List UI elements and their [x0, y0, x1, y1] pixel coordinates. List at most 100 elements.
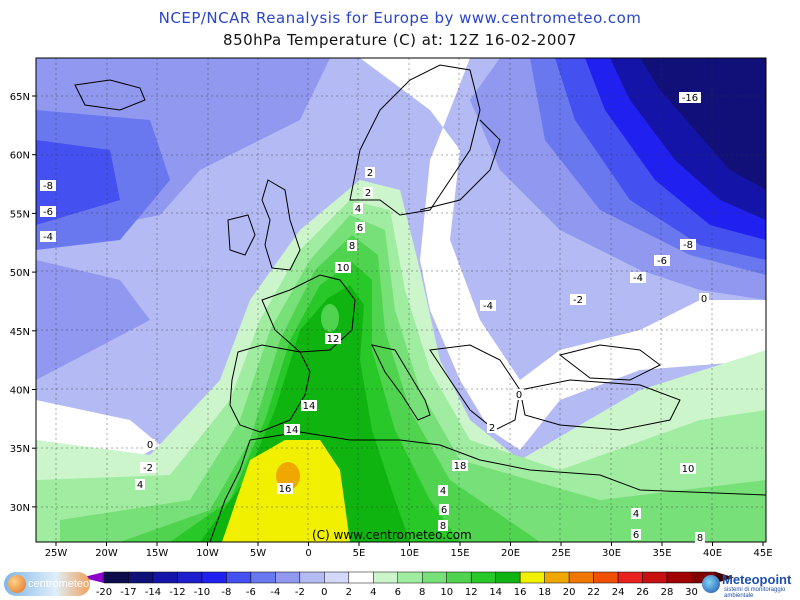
colorbar-swatch — [446, 571, 472, 584]
colorbar-label: 2 — [346, 587, 352, 598]
contour-label: 0 — [516, 390, 522, 401]
colorbar-label: 8 — [419, 587, 425, 598]
coast-black-sea — [558, 344, 661, 381]
contour-label-bg — [135, 479, 145, 490]
contour-label: 4 — [440, 486, 446, 497]
colorbar-label: 6 — [395, 587, 401, 598]
x-tick-label: 20E — [501, 548, 520, 559]
colorbar-label: -4 — [270, 587, 280, 598]
x-tick-label: 20W — [95, 548, 118, 559]
contour-label-bg — [570, 294, 586, 305]
y-tick-label: 30N — [10, 503, 30, 514]
contour-label: -8 — [43, 181, 53, 192]
colorbar-swatch — [617, 571, 643, 584]
contour-label-bg — [353, 203, 363, 214]
contour-label: 0 — [147, 440, 153, 451]
contour-label-bg — [439, 504, 449, 515]
contour-label: 6 — [633, 530, 639, 541]
x-tick-label: 25E — [551, 548, 570, 559]
contour-labels: -16-8-6-4-8-6-4-4-2 00-240222468101214141… — [40, 92, 709, 544]
coast-scandinavia — [349, 64, 481, 216]
contour-label: 2 — [367, 168, 373, 179]
y-tick-label: 65N — [10, 92, 30, 103]
meteopoint-logo[interactable]: Meteopoint sistemi di monitoraggio ambie… — [700, 572, 798, 599]
watermark: (C) www.centrometeo.com — [312, 528, 472, 542]
contour-label-bg — [355, 222, 365, 233]
colorbar-swatch — [103, 571, 129, 584]
x-tick-label: 10E — [400, 548, 419, 559]
contour-label-bg — [347, 240, 357, 251]
x-tick-label: 0 — [305, 548, 311, 559]
colorbar-swatch — [177, 571, 203, 584]
contour-label-bg — [140, 462, 156, 473]
logo-left-text: centrometeo — [28, 578, 90, 590]
coast-france — [261, 274, 356, 353]
colorbar-swatch — [642, 571, 668, 584]
colorbar-swatch — [519, 571, 545, 584]
coast-turkey — [519, 379, 681, 431]
contour-label-bg — [654, 255, 670, 266]
coast-italy — [371, 344, 431, 421]
graticule — [36, 58, 766, 542]
contour-label: 10 — [682, 464, 695, 475]
colorbar-label: 24 — [612, 587, 625, 598]
colorbar-swatch — [544, 571, 570, 584]
y-tick-label: 50N — [10, 268, 30, 279]
colorbar-label: 12 — [465, 587, 478, 598]
contour-label: -6 — [43, 207, 53, 218]
colorbar-label: 16 — [514, 587, 527, 598]
colorbar-label: 28 — [661, 587, 674, 598]
y-tick-label: 45N — [10, 327, 30, 338]
x-tick-label: 45E — [753, 548, 772, 559]
coast-baltic — [419, 119, 501, 211]
globe-icon — [8, 575, 26, 593]
coast-north-africa — [249, 431, 766, 496]
colorbar-swatch — [593, 571, 619, 584]
field-plus12-inner — [321, 304, 339, 332]
contour-label: 8 — [440, 521, 446, 532]
colorbar-swatch — [324, 571, 350, 584]
colorbar-swatch — [275, 571, 301, 584]
coast-ireland — [227, 214, 256, 256]
contour-label: 4 — [137, 480, 143, 491]
contour-label-bg — [680, 463, 696, 474]
contour-label: -2 — [573, 295, 583, 306]
contour-label-bg — [679, 92, 701, 103]
field-plus6 — [60, 215, 766, 542]
contour-label-bg — [365, 167, 375, 178]
x-tick-label: 5E — [353, 548, 366, 559]
color-legend: -20 -17 -14 -12 -10 -8 -6 -4 -2 0 2 4 6 8 10 12 14 16 18 20… — [82, 571, 734, 598]
map-frame — [35, 57, 767, 543]
colorbar-label: -10 — [194, 587, 210, 598]
field-zero-east — [360, 58, 766, 450]
contour-label: -4 — [633, 273, 643, 284]
colorbar-label: 4 — [370, 587, 376, 598]
contour-label: 4 — [633, 509, 639, 520]
field-ne-minus17 — [640, 58, 766, 190]
coast-iberia — [229, 344, 311, 433]
y-axis-ticks: 65N 60N 55N 50N 45N 40N 35N 30N — [10, 92, 36, 514]
contour-label-bg — [631, 529, 641, 540]
centrometeo-logo[interactable]: centrometeo — [4, 572, 90, 596]
colorbar-label: 26 — [636, 587, 649, 598]
contour-label-bg — [514, 389, 524, 400]
colorbar-swatch — [250, 571, 276, 584]
contour-label-bg — [630, 272, 646, 283]
contour-label-bg — [680, 239, 696, 250]
colorbar-swatch — [201, 571, 227, 584]
colorbar-label: 0 — [321, 587, 327, 598]
coastlines — [74, 64, 766, 542]
contour-label-bg — [438, 520, 448, 531]
contour-label-bg — [452, 460, 468, 471]
coast-morocco — [209, 439, 251, 542]
colorbar-label: -17 — [120, 587, 136, 598]
meteopoint-name: Meteopoint — [722, 572, 792, 587]
y-tick-label: 40N — [10, 386, 30, 397]
colorbar-swatch — [226, 571, 252, 584]
colorbar-label: -12 — [169, 587, 185, 598]
contour-label: -4 — [43, 232, 53, 243]
contour-label-bg — [695, 532, 705, 543]
meteopoint-subtitle: sistemi di monitoraggio ambientale — [724, 587, 786, 599]
contour-label: -6 — [657, 256, 667, 267]
